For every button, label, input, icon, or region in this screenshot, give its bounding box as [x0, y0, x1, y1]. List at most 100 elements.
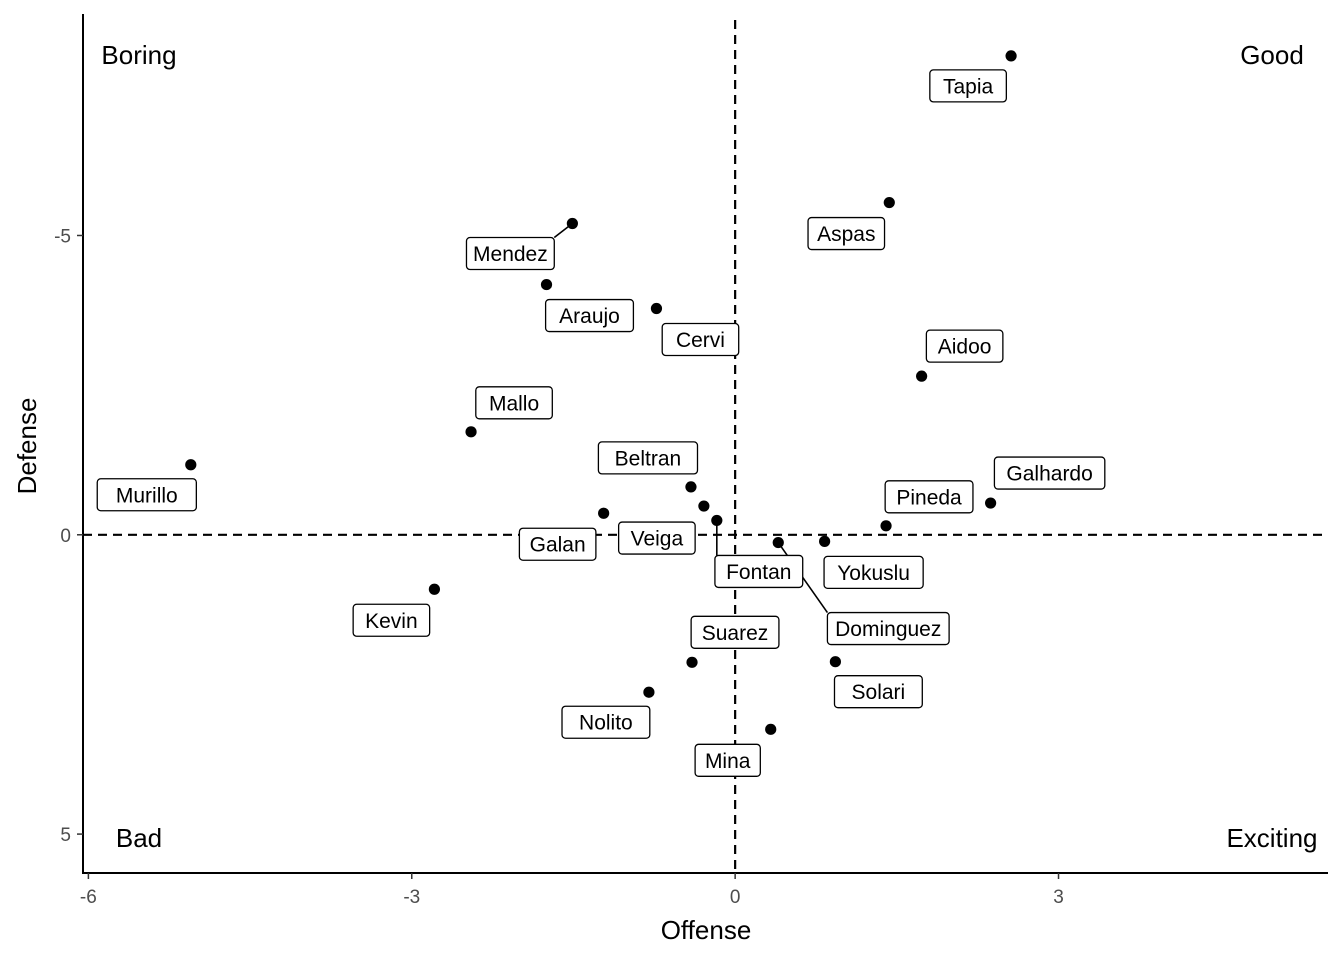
y-axis-title: Defense: [12, 398, 42, 495]
label-box-dominguez: [826, 611, 950, 646]
label-box-kevin: [352, 603, 431, 637]
point-label-pineda: Pineda: [896, 486, 962, 509]
label-group-murillo: Murillo: [96, 478, 197, 512]
label-group-pineda: Pineda: [884, 480, 974, 514]
data-point-tapia: [1005, 50, 1017, 62]
data-point-cervi: [650, 302, 663, 315]
label-box-mendez: [465, 236, 555, 271]
data-point-aidoo: [916, 370, 928, 382]
label-group-galan: Galan: [518, 527, 597, 561]
label-group-araujo: Araujo: [544, 298, 635, 333]
label-box-beltran: [597, 441, 699, 475]
data-points: [185, 50, 1017, 735]
data-point-suarez: [686, 656, 698, 668]
x-tick-label: 3: [1053, 887, 1064, 908]
point-label-araujo: Araujo: [559, 305, 620, 328]
data-point-araujo: [540, 278, 553, 291]
label-box-mallo: [475, 386, 553, 420]
x-tick-label: -6: [80, 887, 97, 908]
y-tick-label: 0: [60, 526, 71, 547]
label-group-galhardo: Galhardo: [993, 456, 1106, 490]
data-point-mendez: [566, 217, 578, 230]
data-point-galan: [598, 507, 610, 519]
point-label-beltran: Beltran: [615, 447, 682, 470]
x-tick-label: 0: [730, 887, 741, 908]
quadrant-label-bad: Bad: [116, 823, 162, 853]
point-label-murillo: Murillo: [116, 484, 178, 507]
reference-lines: [83, 20, 1328, 873]
x-axis-title: Offense: [661, 915, 752, 945]
label-box-pineda: [884, 480, 974, 514]
label-box-mina: [694, 743, 761, 777]
label-box-tapia: [929, 69, 1007, 103]
data-point-solari: [829, 656, 841, 668]
axes: -6 -3 0 3 -5 0 5: [54, 14, 1328, 908]
label-group-aspas: Aspas: [807, 216, 886, 251]
point-label-tapia: Tapia: [943, 75, 994, 98]
label-group-dominguez: Dominguez: [826, 611, 950, 646]
data-point-pineda: [880, 520, 892, 532]
label-box-yokuslu: [823, 555, 924, 590]
label-box-araujo: [544, 298, 635, 333]
label-group-suarez: Suarez: [690, 615, 780, 649]
label-box-nolito: [561, 705, 651, 739]
point-label-mina: Mina: [705, 750, 751, 773]
x-tick-label: -3: [403, 887, 420, 908]
data-point-mina: [765, 723, 777, 735]
point-label-mendez: Mendez: [473, 243, 548, 266]
data-point-galhardo: [985, 497, 997, 509]
label-group-fontan: Fontan: [714, 554, 804, 589]
point-label-fontan: Fontan: [726, 561, 791, 584]
point-label-veiga: Veiga: [631, 528, 684, 551]
point-label-cervi: Cervi: [676, 329, 725, 352]
label-group-mallo: Mallo: [475, 386, 553, 420]
quadrant-label-exciting: Exciting: [1226, 823, 1317, 853]
point-label-mallo: Mallo: [489, 392, 539, 415]
label-group-mendez: Mendez: [465, 236, 555, 271]
label-group-mina: Mina: [694, 743, 761, 777]
label-box-galhardo: [993, 456, 1106, 490]
data-point-aspas: [883, 196, 895, 209]
point-label-solari: Solari: [852, 681, 906, 704]
point-label-galan: Galan: [530, 534, 586, 557]
label-group-tapia: Tapia: [929, 69, 1007, 103]
y-tick-label: 5: [60, 825, 71, 846]
label-group-solari: Solari: [833, 675, 923, 709]
label-group-aidoo: Aidoo: [925, 329, 1004, 363]
point-label-aspas: Aspas: [817, 223, 875, 246]
label-group-cervi: Cervi: [661, 322, 740, 357]
point-label-nolito: Nolito: [579, 712, 633, 735]
y-tick-label: -5: [54, 226, 71, 247]
label-group-kevin: Kevin: [352, 603, 431, 637]
point-label-yokuslu: Yokuslu: [837, 562, 910, 585]
data-point-fontan: [711, 514, 723, 527]
data-point-nolito: [643, 686, 655, 698]
point-label-suarez: Suarez: [702, 622, 769, 645]
label-box-solari: [833, 675, 923, 709]
point-label-galhardo: Galhardo: [1006, 463, 1092, 486]
label-group-nolito: Nolito: [561, 705, 651, 739]
quadrant-label-good: Good: [1240, 40, 1304, 70]
point-label-dominguez: Dominguez: [835, 618, 941, 641]
label-box-murillo: [96, 478, 197, 512]
label-box-fontan: [714, 554, 804, 589]
label-group-beltran: Beltran: [597, 441, 699, 475]
data-point-murillo: [185, 459, 197, 471]
data-point-kevin: [428, 583, 441, 595]
data-point-yokuslu: [819, 535, 831, 547]
data-point-dominguez: [772, 536, 784, 549]
label-box-galan: [518, 527, 597, 561]
point-label-aidoo: Aidoo: [938, 336, 992, 359]
label-box-aspas: [807, 216, 886, 251]
label-box-cervi: [661, 322, 740, 357]
data-point-mallo: [465, 426, 477, 438]
label-group-yokuslu: Yokuslu: [823, 555, 924, 590]
data-point-beltran: [685, 481, 697, 493]
data-point-veiga: [698, 500, 710, 512]
point-labels: Tapia Aspas Mendez Araujo Cervi Aidoo Mallo Mur…: [96, 69, 1106, 777]
quadrant-label-boring: Boring: [101, 40, 176, 70]
label-box-suarez: [690, 615, 780, 649]
quadrant-labels: Boring Good Bad Exciting: [101, 40, 1317, 853]
label-box-aidoo: [925, 329, 1004, 363]
